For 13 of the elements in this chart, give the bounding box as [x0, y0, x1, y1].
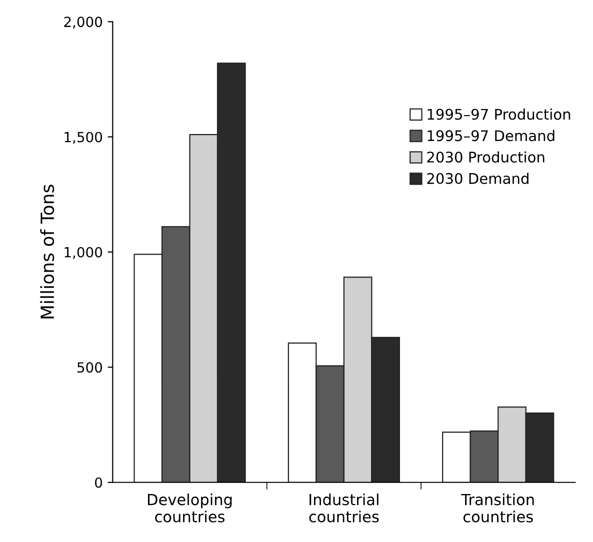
y-tick-label: 1,500 — [64, 132, 102, 144]
y-tick-label: 0 — [95, 477, 102, 488]
y-tick-label: 2,000 — [64, 16, 102, 29]
legend-label: 2030 Demand — [427, 172, 528, 184]
legend-label: 1995–97 Demand — [428, 130, 554, 142]
x-tick-label: Industrial countries — [309, 493, 379, 522]
legend-label: 1995–97 Production — [428, 108, 570, 120]
y-axis-title: Millions of Tons — [40, 184, 54, 318]
x-tick-label: Transition countries — [461, 493, 534, 522]
y-tick-label: 1,000 — [64, 247, 102, 259]
legend-label: 2030 Production — [427, 151, 544, 163]
x-tick-label: Developing countries — [148, 493, 232, 522]
y-tick-label: 500 — [78, 362, 102, 373]
